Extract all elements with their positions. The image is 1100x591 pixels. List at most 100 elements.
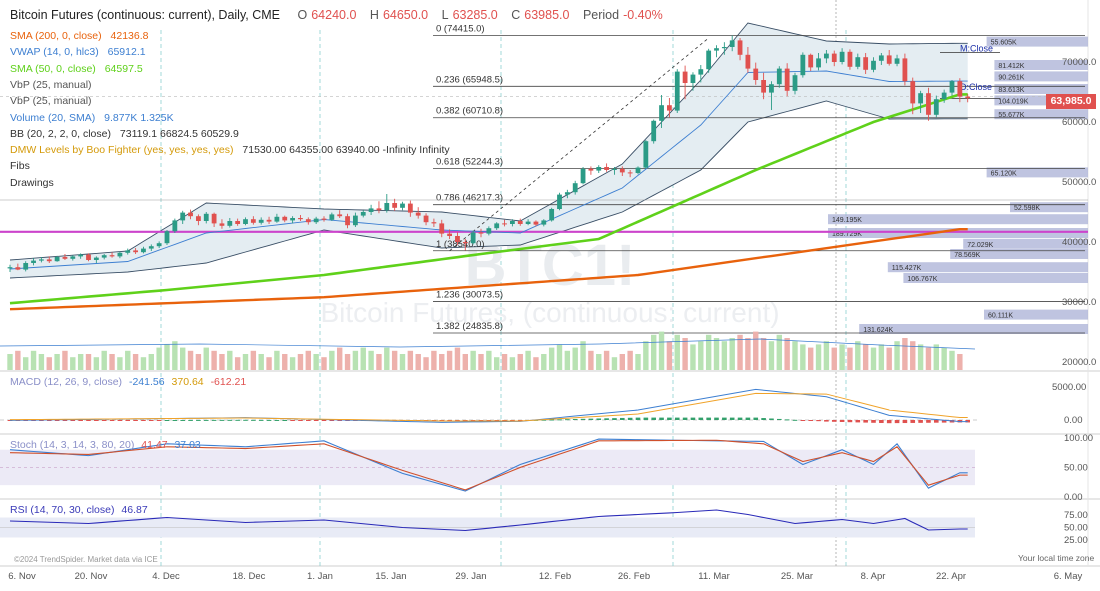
volume-bar [313,354,319,370]
volume-bar [297,354,304,370]
candle-body [345,216,350,226]
volume-bar [910,341,916,370]
volume-bar [30,350,37,370]
vbp-label: 83.613K [998,87,1024,94]
macd-histogram-bar [698,417,704,420]
volume-bar [525,350,531,370]
candle-body [690,74,696,83]
indicator-row[interactable]: Fibs [10,160,30,172]
price-axis-label: 50000.0 [1062,177,1096,188]
macd-histogram-bar [572,418,578,420]
volume-bar [886,347,892,370]
vbp-bar [994,60,1088,70]
stoch-title[interactable]: Stoch (14, 3, 14, 3, 80, 20) 41.47 37.03 [10,439,205,451]
macd-axis-label: 0.00 [1064,415,1083,426]
candle-body [227,221,233,226]
candle-body [196,216,201,221]
symbol-title[interactable]: Bitcoin Futures (continuous: current), D… [10,8,281,22]
volume-bar [23,357,29,370]
copyright-note: ©2024 TrendSpider. Market data via ICE [14,555,158,564]
indicator-row[interactable]: VbP (25, manual) [10,95,92,107]
volume-bar [164,344,170,370]
vbp-label: 78.569K [954,252,980,259]
indicator-values: 64597.5 [101,62,143,75]
volume-bar [666,341,673,370]
macd-histogram-bar [156,420,162,421]
candle-body [918,93,923,104]
indicator-values: 71530.00 64355.00 63940.00 -Infinity Inf… [239,144,450,157]
volume-bar [533,357,539,370]
indicator-row[interactable]: SMA (50, 0, close) 64597.5 [10,63,143,75]
macd-histogram-bar [729,417,735,420]
indicator-row[interactable]: Volume (20, SMA) 9.877K 1.325K [10,112,174,124]
fib-label: 1.382 (24835.8) [436,321,503,332]
volume-bar [148,354,154,370]
macd-histogram-bar [298,420,303,421]
macd-histogram-bar [604,418,609,420]
macd-histogram-bar [188,419,193,421]
vbp-bar [994,95,1088,106]
macd-histogram-bar [879,420,884,423]
volume-bar [234,357,241,370]
macd-title[interactable]: MACD (12, 26, 9, close) -241.56 370.64 -… [10,376,250,388]
volume-bar [925,347,932,370]
volume-bar [211,350,217,370]
candle-body [588,168,594,171]
macd-histogram-bar [612,418,617,420]
candle-body [462,242,468,244]
macd-histogram-bar [934,420,939,423]
indicator-row[interactable]: Drawings [10,177,54,189]
indicator-name: DMW Levels by Boo Fighter (yes, yes, yes… [10,144,234,157]
macd-histogram-bar [235,419,240,421]
macd-histogram-bar [745,417,751,420]
macd-histogram-bar [690,417,696,420]
macd-histogram-bar [251,419,256,421]
candle-body [517,221,523,224]
macd-histogram-bar [831,420,837,422]
candle-body [831,53,837,62]
macd-histogram-bar [282,420,288,421]
fib-label: 1.236 (30073.5) [436,290,503,301]
candle-body [839,51,845,62]
candle-body [769,84,774,93]
fib-label: 0.236 (65948.5) [436,74,503,85]
candle-body [7,267,13,269]
rsi-title[interactable]: RSI (14, 70, 30, close) 46.87 [10,504,152,516]
candle-body [674,71,680,111]
open-value: 64240.0 [311,8,357,22]
volume-bar [784,338,790,370]
volume-bar [7,354,13,370]
macd-histogram-bar [149,420,154,421]
volume-bar [682,338,688,370]
vbp-label: 55.605K [991,40,1017,47]
candle-body [298,218,303,220]
candle-body [557,194,562,209]
candle-body [933,99,939,115]
indicator-row[interactable]: SMA (200, 0, close) 42136.8 [10,30,149,42]
candle-body [172,220,178,232]
indicator-row[interactable]: VbP (25, manual) [10,79,92,91]
volume-bar [132,354,139,370]
macd-histogram-bar [141,420,146,421]
macd-histogram-bar [549,419,554,421]
vbp-bar [859,324,1088,334]
macd-histogram-bar [761,418,766,420]
x-axis-label: 29. Jan [455,571,486,582]
volume-bar [572,347,578,370]
volume-bar [470,350,476,370]
candle-body [698,69,704,75]
price-axis-label: 60000.0 [1062,117,1096,128]
timezone-note[interactable]: Your local time zone [1018,553,1095,563]
indicator-name: BB (20, 2, 2, 0, close) [10,127,111,140]
indicator-row[interactable]: DMW Levels by Boo Fighter (yes, yes, yes… [10,144,450,156]
candle-body [282,216,288,221]
candle-body [604,167,609,170]
macd-histogram-bar [565,419,570,421]
indicator-row[interactable]: VWAP (14, 0, hlc3) 65912.1 [10,46,146,58]
candle-body [894,58,900,64]
candle-body [400,203,405,208]
indicator-row[interactable]: BB (20, 2, 2, 0, close) 73119.1 66824.5 … [10,128,239,140]
macd-histogram-bar [78,420,83,421]
fib-label: 0.382 (60710.8) [436,106,503,117]
